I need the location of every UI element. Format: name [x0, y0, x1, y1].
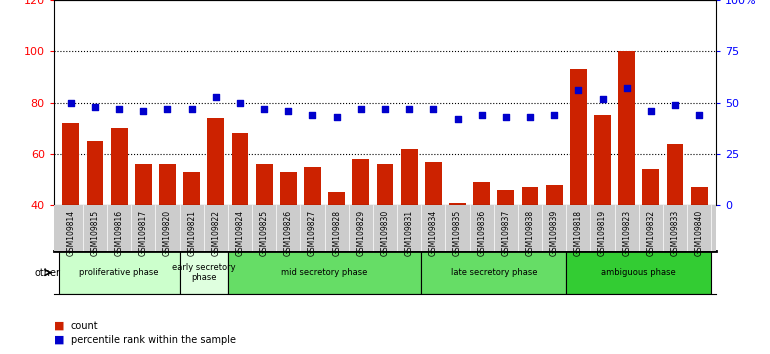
Bar — [570, 69, 587, 205]
Bar — [280, 172, 296, 205]
Point — [330, 114, 343, 120]
Text: GSM109838: GSM109838 — [525, 210, 534, 256]
Bar — [159, 164, 176, 205]
Bar — [667, 144, 684, 205]
Bar — [304, 167, 321, 205]
Text: ■: ■ — [54, 321, 65, 331]
Bar — [59, 251, 179, 294]
Bar — [521, 187, 538, 205]
Bar — [642, 170, 659, 205]
Text: GSM109822: GSM109822 — [211, 210, 220, 256]
Text: GSM109819: GSM109819 — [598, 210, 607, 256]
Text: mid secretory phase: mid secretory phase — [281, 268, 368, 277]
Text: percentile rank within the sample: percentile rank within the sample — [71, 335, 236, 345]
Bar — [594, 115, 611, 205]
Point — [548, 112, 561, 118]
Text: GSM109840: GSM109840 — [695, 210, 704, 256]
Text: late secretory phase: late secretory phase — [450, 268, 537, 277]
Point — [282, 108, 294, 114]
Text: GSM109827: GSM109827 — [308, 210, 317, 256]
Bar — [566, 251, 711, 294]
Bar — [449, 203, 466, 205]
Text: GSM109826: GSM109826 — [284, 210, 293, 256]
Bar — [425, 162, 442, 205]
Text: GSM109836: GSM109836 — [477, 210, 486, 256]
Bar — [207, 118, 224, 205]
Bar — [618, 51, 635, 205]
Text: GSM109820: GSM109820 — [163, 210, 172, 256]
Text: early secretory
phase: early secretory phase — [172, 263, 236, 282]
Text: GSM109816: GSM109816 — [115, 210, 124, 256]
Text: count: count — [71, 321, 99, 331]
Text: GSM109830: GSM109830 — [380, 210, 390, 256]
Bar — [546, 185, 563, 205]
Point — [209, 94, 222, 99]
Point — [596, 96, 608, 101]
Bar — [377, 164, 393, 205]
Point — [258, 106, 270, 112]
Bar — [232, 133, 249, 205]
Bar — [86, 141, 103, 205]
Bar — [328, 193, 345, 205]
Point — [186, 106, 198, 112]
Text: other: other — [35, 268, 61, 278]
Text: GSM109833: GSM109833 — [671, 210, 679, 256]
Point — [306, 112, 319, 118]
Bar — [256, 164, 273, 205]
Point — [89, 104, 101, 110]
Point — [234, 100, 246, 105]
Text: GSM109829: GSM109829 — [357, 210, 365, 256]
Bar — [228, 251, 421, 294]
Text: GSM109814: GSM109814 — [66, 210, 75, 256]
Point — [500, 114, 512, 120]
Point — [137, 108, 149, 114]
Text: GSM109832: GSM109832 — [646, 210, 655, 256]
Bar — [400, 149, 417, 205]
Point — [669, 102, 681, 108]
Bar — [135, 164, 152, 205]
Text: GSM109818: GSM109818 — [574, 210, 583, 256]
Text: GSM109817: GSM109817 — [139, 210, 148, 256]
Text: GSM109839: GSM109839 — [550, 210, 559, 256]
Point — [355, 106, 367, 112]
Point — [451, 116, 464, 122]
Bar — [474, 182, 490, 205]
Text: ■: ■ — [54, 335, 65, 345]
Text: GSM109828: GSM109828 — [332, 210, 341, 256]
Point — [476, 112, 488, 118]
Text: GSM109834: GSM109834 — [429, 210, 438, 256]
Bar — [421, 251, 566, 294]
Text: GSM109823: GSM109823 — [622, 210, 631, 256]
Text: GSM109837: GSM109837 — [501, 210, 511, 256]
Text: GSM109824: GSM109824 — [236, 210, 245, 256]
Bar — [497, 190, 514, 205]
Text: GSM109815: GSM109815 — [91, 210, 99, 256]
Bar — [179, 251, 228, 294]
Point — [621, 85, 633, 91]
Point — [162, 106, 174, 112]
Point — [572, 87, 584, 93]
Text: GSM109821: GSM109821 — [187, 210, 196, 256]
Point — [524, 114, 536, 120]
Bar — [691, 187, 708, 205]
Point — [693, 112, 705, 118]
Point — [65, 100, 77, 105]
Point — [427, 106, 440, 112]
Text: GSM109835: GSM109835 — [453, 210, 462, 256]
Point — [644, 108, 657, 114]
Point — [379, 106, 391, 112]
Bar — [111, 128, 128, 205]
Point — [403, 106, 415, 112]
Bar — [353, 159, 370, 205]
Text: GSM109825: GSM109825 — [259, 210, 269, 256]
Text: ambiguous phase: ambiguous phase — [601, 268, 676, 277]
Bar — [183, 172, 200, 205]
Bar — [62, 123, 79, 205]
Text: proliferative phase: proliferative phase — [79, 268, 159, 277]
Point — [113, 106, 126, 112]
Text: GSM109831: GSM109831 — [405, 210, 413, 256]
